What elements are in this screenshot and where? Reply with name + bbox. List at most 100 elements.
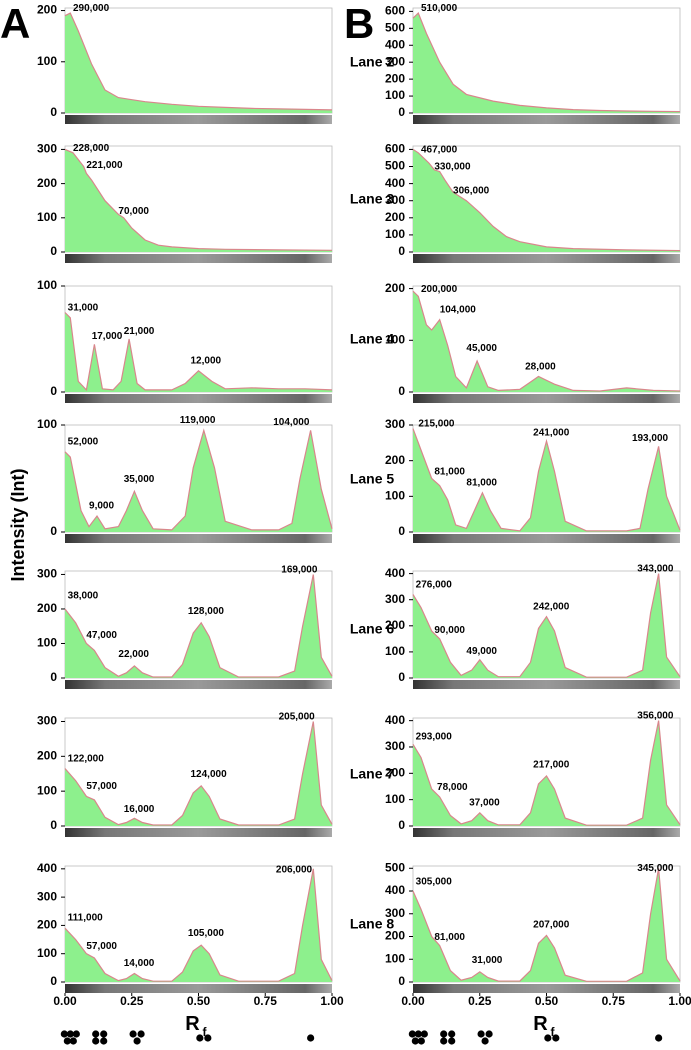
y-tick-label: 200 [37,748,57,762]
trace [412,428,681,532]
trace [412,290,681,392]
trace [64,721,333,826]
peak-label: 70,000 [118,206,149,217]
y-tick-label: 200 [385,618,405,632]
peak-label: 52,000 [68,436,99,447]
lane-strip [65,828,332,837]
y-tick-label: 0 [398,670,405,684]
peak-label: 200,000 [421,284,458,295]
spot [420,1030,428,1038]
lane-strip [65,115,332,124]
y-tick-label: 0 [50,670,57,684]
peak-label: 37,000 [469,798,500,809]
peak-label: 128,000 [188,606,225,617]
peak-label: 47,000 [86,630,117,641]
spot [137,1030,145,1038]
y-tick-label: 0 [398,384,405,398]
lane-strip [65,254,332,263]
peak-label: 290,000 [73,3,110,14]
lane-strip [413,254,680,263]
spot [129,1030,137,1038]
y-tick-label: 100 [37,210,57,224]
peak-label: 356,000 [637,711,674,722]
peak-label: 193,000 [632,433,669,444]
y-tick-label: 200 [37,918,57,932]
spot [414,1030,422,1038]
area [413,291,680,392]
y-tick-label: 200 [37,601,57,615]
x-axis-label-sub: f [203,1025,208,1039]
y-tick-label: 100 [385,792,405,806]
y-tick-label: 100 [37,946,57,960]
y-tick-label: 0 [398,105,405,119]
y-tick-label: 200 [37,176,57,190]
peak-label: 22,000 [118,649,149,660]
peak-label: 242,000 [533,601,570,612]
trace [412,573,681,678]
spot [72,1030,80,1038]
lane-label: Lane 6 [350,621,395,637]
y-tick-label: 200 [385,210,405,224]
y-tick-label: 300 [37,142,57,156]
peak-label: 343,000 [637,564,674,575]
peak-label: 45,000 [466,343,497,354]
y-tick-label: 100 [385,332,405,346]
x-tick-label: 0.00 [53,994,77,1008]
peak-label: 81,000 [434,932,465,943]
y-tick-label: 100 [385,88,405,102]
peak-label: 345,000 [637,863,674,874]
spot [440,1037,448,1045]
trace [64,12,333,111]
area [65,13,332,114]
lane-label: Lane 7 [350,766,395,782]
area [413,13,680,114]
y-tick-label: 0 [50,524,57,538]
panel-label: A [0,0,30,47]
y-tick-label: 300 [37,889,57,903]
panel-label: B [344,0,374,47]
lane-strip [413,828,680,837]
peak-label: 16,000 [124,804,155,815]
trace [412,148,681,252]
area [65,574,332,678]
y-tick-label: 0 [398,524,405,538]
peak-label: 57,000 [86,941,117,952]
trace [64,148,333,251]
peak-label: 207,000 [533,920,570,931]
y-tick-label: 400 [385,713,405,727]
y-tick-label: 500 [385,159,405,173]
y-tick-label: 300 [385,54,405,68]
x-axis-label-sub: f [551,1025,556,1039]
area [65,149,332,252]
peak-label: 293,000 [416,732,453,743]
spot [552,1034,560,1042]
y-tick-label: 300 [37,567,57,581]
trace [412,12,681,113]
spot [196,1034,204,1042]
peak-label: 510,000 [421,3,458,14]
peak-label: 38,000 [68,590,99,601]
peak-label: 104,000 [440,304,477,315]
peak-label: 330,000 [434,162,471,173]
y-tick-label: 300 [385,193,405,207]
trace [412,720,681,826]
peak-label: 17,000 [92,331,123,342]
peak-label: 241,000 [533,427,570,438]
lane-label: Lane 5 [350,471,395,487]
lane-label: Lane 8 [350,916,395,932]
area [413,573,680,678]
peak-label: 78,000 [437,782,468,793]
y-tick-label: 0 [398,818,405,832]
spot [100,1037,108,1045]
y-tick-label: 200 [37,3,57,17]
lane-label: Lane 4 [350,331,395,347]
peak-label: 206,000 [276,864,313,875]
peak-label: 221,000 [86,160,123,171]
spot [307,1034,315,1042]
peak-label: 215,000 [418,419,455,430]
peak-label: 306,000 [453,186,490,197]
y-tick-label: 200 [385,453,405,467]
peak-label: 28,000 [525,361,556,372]
lane-strip [413,680,680,689]
